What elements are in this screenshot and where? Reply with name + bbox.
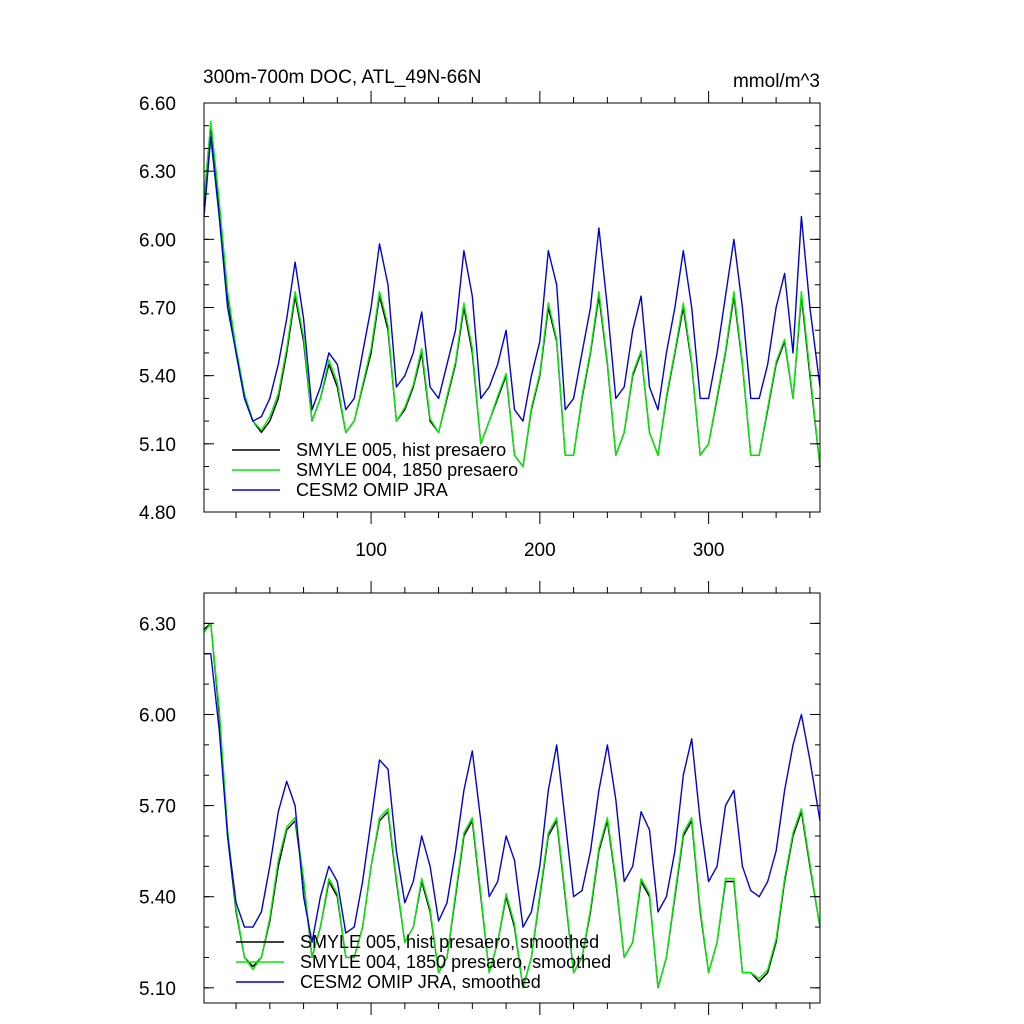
y-tick-label: 6.00 xyxy=(139,705,176,726)
top-panel: 300m-700m DOC, ATL_49N-66N mmol/m^3 6.60… xyxy=(139,67,821,561)
x-tick-label: 300 xyxy=(693,540,725,561)
x-tick-label: 100 xyxy=(355,540,387,561)
y-tick-label: 5.10 xyxy=(139,435,176,456)
y-tick-label: 6.30 xyxy=(139,162,176,183)
y-tick-label: 5.40 xyxy=(139,367,176,388)
y-tick-label: 6.60 xyxy=(139,94,176,115)
y-tick-label: 6.00 xyxy=(139,230,176,251)
x-tick-label: 200 xyxy=(524,540,556,561)
chart-title: 300m-700m DOC, ATL_49N-66N xyxy=(203,67,481,88)
y-tick-label: 5.10 xyxy=(139,979,176,1000)
plot-frame xyxy=(203,592,821,1004)
y-tick-label: 5.40 xyxy=(139,888,176,909)
series-line-p1850 xyxy=(203,622,821,989)
units-label: mmol/m^3 xyxy=(733,71,820,92)
y-tick-label: 4.80 xyxy=(139,503,176,524)
series-line-omip xyxy=(203,136,821,422)
legend-label: CESM2 OMIP JRA xyxy=(296,480,448,500)
legend-label: SMYLE 005, hist presaero xyxy=(296,440,506,460)
y-tick-label: 5.70 xyxy=(139,797,176,818)
legend-label: SMYLE 004, 1850 presaero xyxy=(296,460,518,480)
y-tick-label: 5.70 xyxy=(139,299,176,320)
y-tick-label: 6.30 xyxy=(139,614,176,635)
bottom-panel: 6.30 6.00 5.70 5.40 5.10 SMYLE 005, hist pre… xyxy=(139,581,821,1015)
legend-label: SMYLE 004, 1850 presaero, smoothed xyxy=(300,952,611,972)
legend-label: SMYLE 005, hist presaero, smoothed xyxy=(300,932,599,952)
series-line-omip xyxy=(204,653,821,943)
series-line-p1850 xyxy=(203,120,821,468)
legend-label: CESM2 OMIP JRA, smoothed xyxy=(300,972,541,992)
